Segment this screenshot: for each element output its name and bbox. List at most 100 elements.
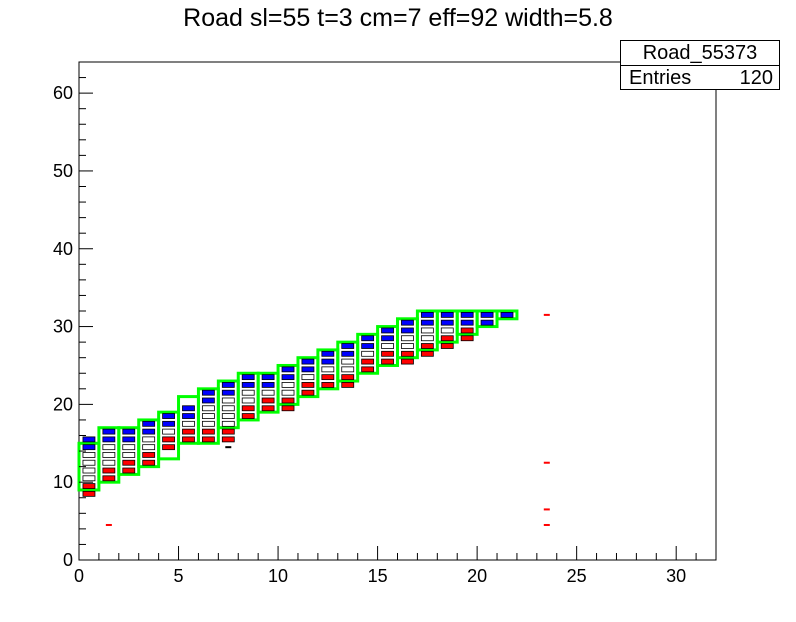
- hit-cell: [321, 350, 335, 357]
- hit-cell: [82, 490, 96, 497]
- hit-cell: [162, 413, 175, 419]
- y-tick-label: 20: [53, 394, 73, 414]
- hit-cell: [82, 475, 96, 482]
- hit-cell: [82, 483, 96, 489]
- stats-entries-row: Entries 120: [621, 66, 779, 90]
- road-box: [216, 379, 240, 430]
- hit-cell: [221, 397, 235, 404]
- hit-cell: [401, 350, 414, 357]
- road-box: [117, 426, 141, 476]
- stats-entries-value: 120: [739, 67, 773, 89]
- plot-frame: [78, 61, 717, 561]
- hit-cell: [420, 327, 434, 334]
- hit-cell: [102, 428, 116, 435]
- hit-cell: [401, 343, 414, 349]
- hit-cell: [420, 319, 434, 326]
- hit-cell: [361, 350, 375, 357]
- hit-cell: [102, 475, 116, 482]
- hit-cell: [182, 428, 195, 435]
- hit-cell: [221, 389, 235, 396]
- y-tick-label: 40: [53, 239, 73, 259]
- hit-cell: [122, 459, 136, 466]
- hit-cell: [301, 358, 315, 365]
- hit-cell: [321, 382, 335, 388]
- hit-cell: [261, 389, 275, 396]
- hit-cell: [401, 319, 414, 326]
- road-box: [177, 395, 200, 445]
- hit-cell: [381, 343, 394, 349]
- hit-cell: [361, 366, 375, 373]
- hit-cell: [102, 444, 116, 451]
- hit-cell: [221, 405, 235, 412]
- hit-cell: [420, 335, 434, 342]
- hit-cell: [162, 420, 175, 427]
- hit-cell: [361, 335, 375, 342]
- hit-cell: [241, 413, 255, 419]
- hit-cell: [221, 436, 235, 443]
- hit-cell: [281, 374, 295, 381]
- stats-box: Road_55373 Entries 120: [620, 40, 780, 90]
- hit-cell: [82, 467, 96, 474]
- hit-cell: [281, 366, 295, 373]
- hit-cell: [142, 452, 156, 458]
- x-tick-label: 10: [268, 566, 288, 586]
- hit-cell: [241, 405, 255, 412]
- hit-cell: [381, 358, 394, 365]
- hit-cell: [440, 327, 454, 334]
- road-box: [236, 371, 260, 422]
- hit-cell: [261, 405, 275, 412]
- road-layer: [77, 309, 519, 492]
- hit-cell: [221, 420, 235, 427]
- isolated-hit: [543, 508, 550, 511]
- hit-cell: [142, 420, 156, 427]
- hit-cell: [341, 374, 355, 381]
- hit-cell: [201, 389, 215, 396]
- hit-cell: [341, 382, 355, 388]
- hit-cell: [221, 413, 235, 419]
- hit-cell: [440, 319, 454, 326]
- hit-cell: [102, 459, 116, 466]
- stats-histogram-name: Road_55373: [621, 41, 779, 66]
- hit-cell: [301, 374, 315, 381]
- hit-cell: [82, 444, 96, 451]
- hit-cell: [182, 413, 195, 419]
- x-tick-label: 20: [467, 566, 487, 586]
- hit-cell: [201, 436, 215, 443]
- hit-cell: [162, 436, 175, 443]
- x-tick-label: 30: [666, 566, 686, 586]
- hit-cell: [281, 397, 295, 404]
- hit-cell: [321, 374, 335, 381]
- hit-cell: [341, 366, 355, 373]
- hit-cell: [401, 358, 414, 365]
- hit-cell: [162, 428, 175, 435]
- y-tick-label: 0: [63, 550, 73, 570]
- hit-cell: [301, 382, 315, 388]
- isolated-hit: [543, 523, 550, 526]
- hit-cell: [480, 319, 494, 326]
- hit-cell: [162, 444, 175, 451]
- hit-cell: [182, 405, 195, 412]
- y-tick-label: 60: [53, 83, 73, 103]
- hit-cell: [142, 459, 156, 466]
- hit-cell: [281, 389, 295, 396]
- y-tick-label: 30: [53, 317, 73, 337]
- hit-cell: [401, 335, 414, 342]
- hit-cell: [500, 311, 514, 318]
- hit-cell: [261, 382, 275, 388]
- hit-cell: [221, 428, 235, 435]
- hit-cell: [102, 467, 116, 474]
- hit-cell: [201, 413, 215, 419]
- hit-cell: [142, 428, 156, 435]
- hit-cell: [182, 436, 195, 443]
- hit-cell: [82, 452, 96, 458]
- y-tick-label: 10: [53, 472, 73, 492]
- hit-cell: [420, 350, 434, 357]
- hit-cell: [142, 444, 156, 451]
- hit-cell: [440, 343, 454, 349]
- hit-cell: [420, 311, 434, 318]
- hit-cell: [122, 436, 136, 443]
- hit-cell: [361, 358, 375, 365]
- hit-cell: [381, 327, 394, 334]
- road-box: [157, 410, 181, 461]
- x-tick-label: 0: [74, 566, 84, 586]
